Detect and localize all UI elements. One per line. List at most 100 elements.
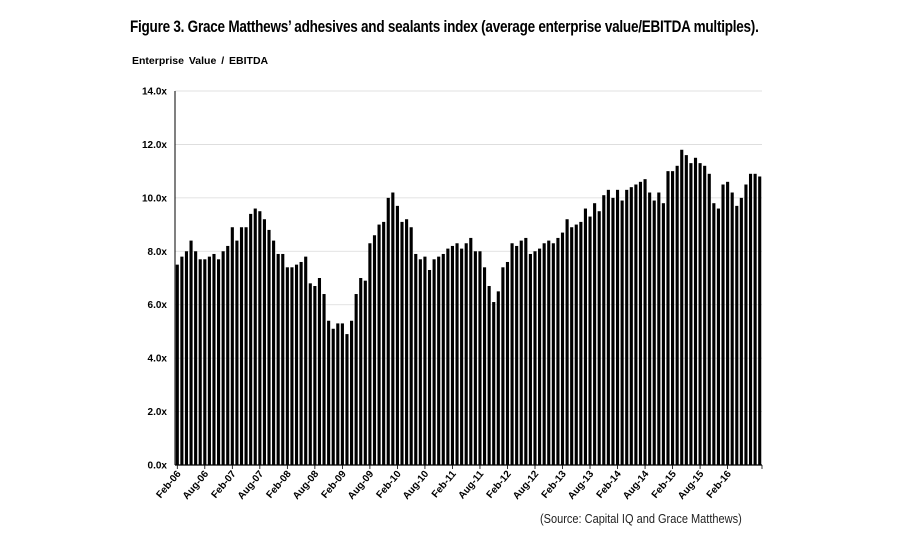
- bar: [464, 243, 468, 465]
- bar: [175, 264, 179, 465]
- bar: [226, 245, 230, 465]
- bar: [524, 237, 528, 465]
- bar: [735, 205, 739, 465]
- bar: [386, 197, 390, 466]
- bar: [230, 227, 234, 465]
- bar: [748, 173, 753, 465]
- bar: [753, 173, 757, 465]
- bar: [698, 163, 702, 465]
- bar: [235, 240, 239, 465]
- bar: [661, 203, 665, 465]
- bar: [492, 302, 496, 465]
- bar: [212, 253, 216, 465]
- x-tick-label: Feb-08: [265, 469, 294, 501]
- bar: [363, 280, 367, 465]
- bar: [716, 208, 720, 466]
- source-note: (Source: Capital IQ and Grace Matthews): [540, 512, 742, 526]
- x-tick-label: Aug-15: [676, 469, 706, 502]
- bar: [180, 256, 184, 465]
- bar: [304, 256, 308, 465]
- bar: [730, 192, 734, 465]
- bar: [308, 283, 312, 465]
- y-tick-labels: 0.0x 2.0x 4.0x 6.0x 8.0x 10.0x 12.0x 14.0x: [142, 87, 167, 472]
- bar: [611, 197, 615, 466]
- bar: [276, 253, 280, 465]
- y-tick-label: 2.0x: [148, 407, 168, 418]
- x-tick-label: Aug-06: [181, 469, 211, 502]
- bar: [588, 216, 592, 465]
- x-tick-label: Aug-11: [456, 469, 486, 502]
- bar: [684, 155, 688, 466]
- bar: [217, 259, 221, 465]
- bar: [244, 227, 248, 465]
- bar: [253, 208, 257, 466]
- bar: [496, 291, 500, 465]
- bar: [437, 256, 441, 465]
- bar: [538, 248, 542, 465]
- bar: [629, 187, 633, 466]
- y-tick-label: 0.0x: [148, 461, 168, 472]
- bar: [290, 267, 294, 465]
- bar: [427, 269, 432, 465]
- bar: [487, 286, 491, 465]
- bar: [542, 243, 546, 465]
- bar: [432, 259, 436, 465]
- bar: [744, 184, 748, 465]
- bar: [189, 240, 193, 465]
- bar: [322, 294, 326, 465]
- bar: [203, 259, 207, 465]
- bar: [712, 203, 716, 465]
- bar: [331, 328, 335, 465]
- bar: [593, 203, 597, 465]
- bar: [666, 171, 670, 465]
- bar: [372, 235, 377, 465]
- bar: [505, 261, 510, 465]
- x-tick-label: Aug-13: [566, 469, 596, 502]
- x-tick-label: Feb-06: [154, 469, 183, 501]
- y-tick-label: 8.0x: [148, 247, 168, 258]
- x-tick-label: Feb-12: [485, 469, 514, 501]
- bar: [648, 192, 652, 465]
- bar: [574, 224, 578, 465]
- bar: [556, 237, 560, 465]
- bar: [510, 243, 514, 465]
- x-tick-label: Aug-07: [236, 469, 266, 502]
- x-tick-label: Aug-08: [291, 469, 321, 502]
- x-tick-label: Feb-07: [209, 469, 238, 501]
- x-tick-label: Feb-13: [540, 469, 569, 501]
- bar: [299, 261, 303, 465]
- x-tick-label: Feb-14: [595, 469, 624, 501]
- bar: [423, 256, 427, 465]
- x-tick-label: Feb-10: [375, 469, 404, 501]
- bar: [583, 208, 587, 466]
- y-tick-label: 4.0x: [148, 354, 168, 365]
- bar: [405, 219, 409, 465]
- bar: [455, 243, 459, 465]
- bar: [285, 267, 289, 465]
- x-tick-label: Aug-10: [401, 469, 431, 502]
- x-tick-label: Feb-09: [320, 469, 349, 501]
- x-tick-label: Aug-14: [621, 469, 651, 502]
- bar: [469, 237, 473, 465]
- bar: [198, 259, 202, 465]
- bars: [175, 149, 762, 466]
- y-axis-label: Enterprise Value / EBITDA: [132, 55, 269, 67]
- bar: [570, 227, 574, 465]
- bar: [551, 243, 555, 465]
- bar: [340, 323, 344, 465]
- bar: [239, 227, 244, 465]
- bar: [414, 253, 418, 465]
- y-tick-label: 10.0x: [142, 193, 167, 204]
- bar: [377, 224, 381, 465]
- x-tick-label: Aug-09: [346, 469, 376, 502]
- bar: [707, 173, 711, 465]
- bar: [391, 192, 395, 465]
- bar: [615, 189, 620, 465]
- bar: [395, 205, 399, 465]
- bar: [400, 221, 404, 465]
- bar: [693, 157, 698, 466]
- bar: [703, 165, 707, 466]
- bar: [281, 253, 285, 465]
- bar: [450, 245, 455, 465]
- bar: [501, 267, 505, 465]
